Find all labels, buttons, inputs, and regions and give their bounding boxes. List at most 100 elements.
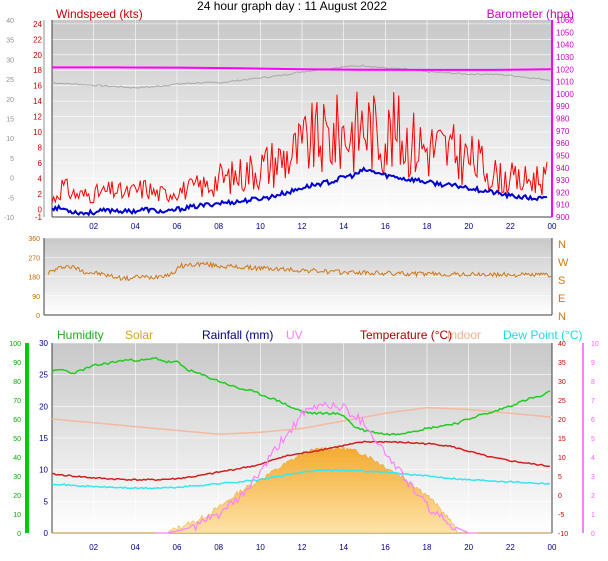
wind-left-tick-label: 8 [38, 143, 43, 152]
humidity-tick-label: 50 [13, 436, 21, 443]
barometer-line [52, 66, 553, 71]
average-wind-line [51, 166, 548, 217]
weather-x-tick-label: 22 [506, 543, 515, 552]
wind-far-left-tick-label: -10 [4, 215, 14, 222]
wind-direction-line [47, 261, 552, 282]
wind-right-tick-label: 1030 [556, 53, 574, 62]
temperature-tick-label: 30 [558, 379, 566, 386]
humidity-tick-label: 30 [13, 474, 21, 481]
uv-tick-label: 3 [591, 474, 595, 481]
indoor-temperature-line [51, 406, 553, 435]
page-title: 24 hour graph day : 11 August 2022 [197, 0, 387, 13]
temperature-tick-label: -5 [558, 512, 564, 519]
humidity-line [51, 357, 551, 436]
wind-left-tick-label: 4 [38, 174, 43, 183]
weather-x-tick-label: 18 [423, 543, 432, 552]
barometer-history-line [52, 64, 551, 89]
wind-far-left-ticks: 40 35 30 25 20 15 10 5 0 -5 -10 [4, 18, 14, 222]
wind-far-left-tick-label: 25 [6, 77, 14, 84]
weather-x-tick-label: 20 [464, 543, 473, 552]
temperature-tick-label: 15 [558, 436, 566, 443]
wind-far-left-tick-label: 0 [10, 176, 14, 183]
rainfall-tick-label: 20 [39, 402, 48, 411]
direction-left-tick-label: 270 [28, 255, 40, 262]
weather-panel: Humidity Solar Rainfall (mm) UV Temperat… [9, 328, 599, 552]
wind-far-left-tick-label: 10 [6, 136, 14, 143]
uv-tick-label: 6 [591, 417, 595, 424]
wind-x-tick-label: 02 [89, 222, 98, 231]
wind-left-tick-label: 22 [33, 35, 42, 44]
wind-left-tick-label: 0 [38, 205, 43, 214]
wind-right-tick-label: 1060 [556, 16, 574, 25]
weather-x-tick-label: 12 [298, 543, 307, 552]
legend-uv: UV [286, 328, 303, 342]
uv-tick-label: 4 [591, 455, 595, 462]
wind-x-tick-label: 00 [548, 222, 557, 231]
temperature-ticks: 40 35 30 25 20 15 10 5 0 -5 -10 [558, 341, 568, 538]
humidity-tick-label: 70 [13, 398, 21, 405]
weather-x-tick-label: 08 [214, 543, 223, 552]
rainfall-tick-label: 15 [39, 434, 48, 443]
temperature-tick-label: -10 [558, 531, 568, 538]
wind-left-tick-label: 6 [38, 159, 43, 168]
weather-series-group [51, 357, 553, 534]
wind-right-tick-label: 1040 [556, 41, 574, 50]
temperature-tick-label: 20 [558, 417, 566, 424]
weather-x-tick-label: 16 [381, 543, 390, 552]
wind-left-tick-label: -1 [35, 213, 43, 222]
uv-tick-label: 9 [591, 360, 595, 367]
legend-dewpoint: Dew Point (°C) [503, 328, 582, 342]
wind-x-tick-label: 06 [173, 222, 182, 231]
wind-left-tick-label: 24 [33, 20, 42, 29]
weather-x-tick-label: 06 [173, 543, 182, 552]
wind-x-tick-label: 16 [381, 222, 390, 231]
uv-tick-label: 5 [591, 436, 595, 443]
uv-line [156, 401, 477, 534]
wind-x-tick-label: 18 [423, 222, 432, 231]
humidity-tick-label: 10 [13, 512, 21, 519]
weather-x-tick-label: 02 [89, 543, 98, 552]
direction-compass-label: W [558, 257, 569, 269]
wind-x-tick-label: 10 [256, 222, 265, 231]
wind-right-tick-label: 1000 [556, 90, 574, 99]
humidity-tick-label: 100 [9, 341, 21, 348]
wind-left-tick-label: 20 [33, 51, 42, 60]
direction-compass-label: S [558, 275, 565, 287]
weather-x-tick-label: 10 [256, 543, 265, 552]
temperature-tick-label: 40 [558, 341, 566, 348]
uv-tick-label: 7 [591, 398, 595, 405]
legend-rainfall: Rainfall (mm) [202, 328, 273, 342]
weather-legend: Humidity Solar Rainfall (mm) UV Temperat… [57, 328, 582, 342]
wind-right-tick-label: 990 [556, 102, 570, 111]
uv-tick-label: 2 [591, 493, 595, 500]
wind-right-tick-label: 920 [556, 188, 570, 197]
direction-left-tick-label: 0 [36, 313, 40, 320]
wind-x-tick-label: 20 [464, 222, 473, 231]
humidity-tick-label: 20 [13, 493, 21, 500]
wind-left-tick-label: 18 [33, 66, 42, 75]
wind-far-left-tick-label: 30 [6, 57, 14, 64]
temperature-tick-label: 5 [558, 474, 562, 481]
temperature-line [52, 440, 550, 482]
uv-tick-label: 1 [591, 512, 595, 519]
humidity-tick-label: 60 [13, 417, 21, 424]
wind-right-tick-label: 970 [556, 127, 570, 136]
wind-series-group [51, 64, 553, 217]
weather-x-tick-label: 00 [548, 543, 557, 552]
wind-x-tick-label: 22 [506, 222, 515, 231]
wind-x-tick-label: 08 [214, 222, 223, 231]
wind-left-tick-label: 12 [33, 113, 42, 122]
wind-far-left-tick-label: 40 [6, 18, 14, 25]
wind-x-tick-label: 04 [131, 222, 140, 231]
humidity-tick-label: 80 [13, 379, 21, 386]
direction-left-tick-label: 360 [28, 236, 40, 243]
temperature-tick-label: 25 [558, 398, 566, 405]
windspeed-line [51, 91, 548, 204]
wind-right-tick-label: 940 [556, 164, 570, 173]
